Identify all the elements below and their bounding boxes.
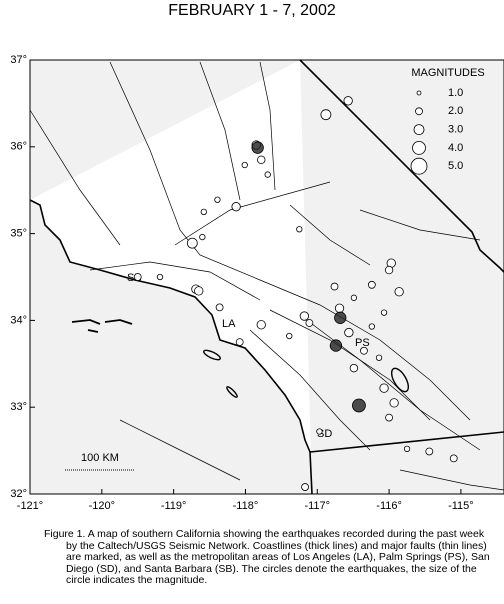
earthquake xyxy=(305,319,314,327)
earthquake xyxy=(199,233,206,241)
earthquake xyxy=(360,346,368,355)
y-tick-label: 33° xyxy=(10,401,27,413)
earthquake xyxy=(257,155,266,165)
y-tick-label: 34° xyxy=(10,314,27,326)
earthquake xyxy=(329,339,343,352)
place-label: PS xyxy=(355,337,370,349)
legend-circle xyxy=(415,107,423,116)
legend-circle xyxy=(412,140,426,155)
earthquake xyxy=(186,237,198,249)
earthquake xyxy=(368,323,376,330)
scale-label: 100 KM xyxy=(81,452,119,464)
earthquake xyxy=(449,454,458,463)
y-tick-label: 35° xyxy=(10,228,27,240)
earthquake xyxy=(385,413,393,422)
legend-label: 5.0 xyxy=(448,160,463,172)
x-tick-label: -119° xyxy=(161,500,187,512)
earthquake xyxy=(425,447,434,456)
legend-label: 1.0 xyxy=(448,87,463,99)
earthquake xyxy=(349,363,359,373)
earthquake xyxy=(316,428,323,435)
x-tick-label: -121° xyxy=(17,500,43,512)
place-label: LA xyxy=(222,318,236,330)
earthquake xyxy=(367,280,376,289)
earthquake xyxy=(156,273,164,281)
y-tick-label: 37° xyxy=(10,54,27,66)
earthquake xyxy=(350,294,358,301)
map-title: FEBRUARY 1 - 7, 2002 xyxy=(168,2,336,19)
earthquake xyxy=(334,311,347,324)
legend-circle xyxy=(410,157,428,175)
earthquake xyxy=(264,171,271,178)
caption: Figure 1. A map of southern California s… xyxy=(44,528,490,587)
legend-label: 2.0 xyxy=(448,105,463,117)
earthquake xyxy=(299,311,309,321)
legend-label: 3.0 xyxy=(448,124,463,136)
earthquake xyxy=(343,96,353,106)
earthquake xyxy=(394,287,404,297)
earthquake xyxy=(375,354,383,361)
x-tick-label: -116° xyxy=(376,500,402,512)
earthquake xyxy=(320,109,332,121)
earthquake xyxy=(389,398,399,408)
x-tick-label: -117° xyxy=(304,500,330,512)
earthquake xyxy=(215,303,224,312)
earthquake xyxy=(330,282,339,291)
legend-circle xyxy=(416,90,422,96)
earthquake xyxy=(231,202,241,212)
earthquake xyxy=(251,141,264,154)
earthquake xyxy=(352,398,366,413)
legend-label: 4.0 xyxy=(448,142,463,154)
earthquake xyxy=(133,273,142,281)
earthquake xyxy=(256,320,266,330)
earthquake xyxy=(379,383,389,393)
legend-circle xyxy=(413,124,425,136)
earthquake xyxy=(194,286,204,296)
x-tick-label: -115° xyxy=(448,500,474,512)
earthquake xyxy=(403,445,411,453)
x-tick-label: -120° xyxy=(89,500,115,512)
legend-title: MAGNITUDES xyxy=(411,67,484,79)
earthquake xyxy=(235,338,244,347)
earthquake xyxy=(286,332,293,340)
x-tick-label: -118° xyxy=(233,500,259,512)
earthquake xyxy=(384,265,394,275)
earthquake xyxy=(296,226,303,233)
y-tick-label: 36° xyxy=(10,141,27,153)
basemap xyxy=(29,59,504,495)
earthquake xyxy=(301,483,309,491)
earthquake xyxy=(380,309,388,316)
earthquake xyxy=(200,208,207,216)
earthquake xyxy=(334,303,345,313)
earthquake xyxy=(214,196,221,203)
earthquake xyxy=(344,327,354,338)
y-tick-label: 32° xyxy=(10,488,27,500)
earthquake xyxy=(241,161,248,169)
